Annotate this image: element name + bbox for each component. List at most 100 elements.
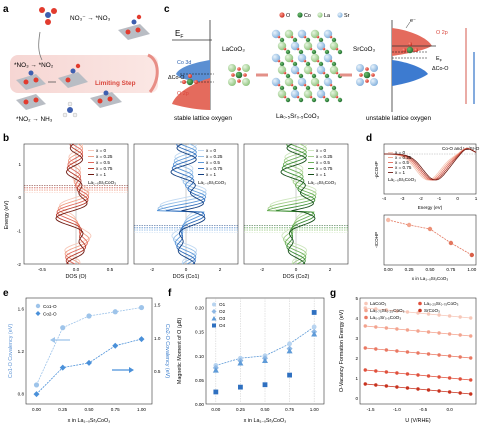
legend-sr-label: Sr [344,13,350,19]
vacancy-point [437,313,441,317]
vacancy-legend-label: SrCoO₃ [424,308,440,313]
srcoo3-lattice-icon [356,64,378,86]
cohp-legend-label: x = 0 [395,150,406,155]
dos-o-legend-label: x = 0.75 [96,166,113,171]
label-no3-to-no2: *NO₃ → *NO₂ [14,62,54,69]
dos-ytick: -1 [17,228,22,233]
lattice-o-atom [309,95,313,99]
lattice-co-atom [279,85,285,91]
legend-co2-marker [35,311,41,316]
vacancy-point [447,314,452,318]
o3-point [212,367,219,373]
lattice-co-atom [292,85,298,91]
vacancy-point [416,329,420,333]
dos-o-curve [55,143,89,265]
dos-o-legend-label: x = 0 [96,148,107,153]
lattice-co-atom [337,97,343,103]
icohp-xtick: 0.25 [405,267,414,272]
surface-cluster-2-icon [16,70,46,90]
vacancy-ylabel: O-Vacancy Formation Energy (eV) [339,310,345,392]
vacancy-ytick: 0 [355,396,358,401]
dos-co1-legend-formula: La₁₋ₓSrₓCoO₃ [198,180,226,185]
lattice-co-atom [279,61,285,67]
lattice-co-atom [298,97,304,103]
legend-co-label: Co [304,13,311,19]
vacancy-point [458,377,462,381]
dos-ytick: -2 [17,262,22,267]
o2p-band-right [392,28,432,56]
icohp-point [427,226,433,232]
vacancy-point [416,373,420,377]
dos-o-curve [56,143,90,265]
vacancy-point [416,387,420,391]
dos-o-legend-label: x = 0.25 [96,154,113,159]
lattice-co-atom [305,37,311,43]
o4-point [262,382,268,388]
co3d-band-left [176,60,210,84]
lattice-co-atom [324,97,330,103]
surface-cluster-3-icon [58,63,88,88]
lattice-o-atom [316,35,320,39]
dos-co1-xlabel: DOS (Co1) [173,274,200,280]
dos-o-legend-label: x = 1 [96,172,107,177]
dos-co2-xtick: -2 [260,267,265,272]
vacancy-legend-marker [418,308,422,313]
o4-point [287,372,292,378]
vacancy-point [458,391,462,395]
icohp-point [406,222,412,228]
magmom-ytick: 0.05 [195,378,204,383]
panel-letter-c: c [164,4,170,15]
dos-o-xtick: -0.5 [38,267,46,272]
legend-la-label: La [324,13,330,19]
dos-co2-curve [266,143,317,265]
legend-o-label: O2 [219,309,226,314]
lattice-o-atom [303,59,307,63]
vacancy-point [426,312,431,316]
lattice-o-atom [322,47,326,51]
lattice-co-atom [305,85,311,91]
covalency-xlabel: x in La₁₋ₓSrₓCoO₃ [68,418,111,424]
co3d-band-right [392,60,428,86]
limiting-step-arrow [147,53,159,93]
covalency-xtick: 0.50 [85,407,94,412]
oxygen-cluster-right-icon [402,42,418,54]
vacancy-point [363,346,367,350]
legend-o1-marker [212,302,216,307]
dos-co2-curve [280,143,316,265]
legend-sr-dot [337,12,343,18]
delta-label-left: ΔCo-O [168,75,184,81]
covalency-xtick: 0.75 [111,407,120,412]
magmom-ylabel: Magnetic Moment of O (μB) [177,318,183,385]
covalency-ytick-right: 0.5 [154,369,161,374]
vacancy-point [458,333,462,337]
vacancy-point [405,350,410,354]
lattice-o-atom [316,83,320,87]
vacancy-point [363,382,367,386]
vacancy-legend-label: La₀.₅Sr₀.₅CoO₃ [370,315,401,320]
o2p-label-left: O 2p [177,91,189,97]
cohp-legend-formula: La₁₋ₓSrₓCoO₃ [388,177,416,182]
dos-co2-xlabel: DOS (Co2) [283,274,310,280]
dos-co1-xtick: 0 [185,267,188,272]
cohp-frame [383,143,477,195]
panel-b: b Energy (eV) 1 0 -1 -2 -0.5 0.0 0.5 DOS (O) x =… [3,133,349,280]
vacancy-point [469,334,473,338]
vacancy-point [405,372,410,376]
vacancy-point [395,309,399,313]
legend-co-dot [297,12,303,18]
covalency-ytick-right: 1.0 [154,336,161,341]
panel-d: d -pCOHP Energy (eV) Co-O and La/Sr-O x … [366,133,480,281]
cohp-xtick: 1 [475,196,478,201]
vacancy-point [469,356,473,360]
vacancy-ytick: 4 [355,316,358,321]
legend-o4-marker [212,323,216,328]
vacancy-ytick: 1 [355,376,358,381]
vacancy-legend-marker [418,301,422,306]
covalency-xtick: 1.00 [137,407,146,412]
limiting-step-label: Limiting Step [95,80,136,87]
lattice-o-atom [290,59,294,63]
lattice-co-atom [311,97,317,103]
magmom-trend [215,326,315,366]
cohp-xtick: -3 [400,196,405,201]
